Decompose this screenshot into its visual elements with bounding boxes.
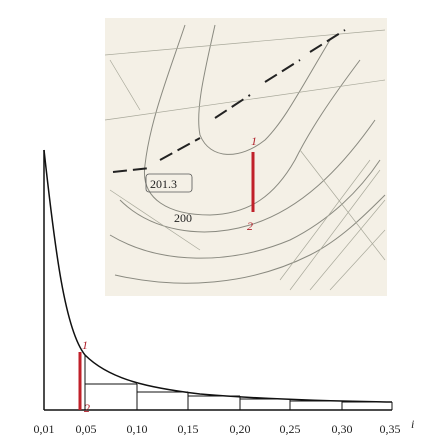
spot-height: 201.3	[150, 177, 177, 191]
x-label: 0,15	[178, 422, 199, 436]
contour	[119, 119, 376, 233]
map-point-2: 2	[247, 219, 253, 233]
contour	[143, 24, 361, 216]
x-label: 0,10	[127, 422, 148, 436]
map-point-1: 1	[251, 134, 257, 148]
graph	[43, 149, 393, 411]
x-axis-label: i	[411, 417, 414, 431]
x-label: 0,05	[76, 422, 97, 436]
x-label: 0,01	[34, 422, 55, 436]
topographic-map: 201.3 200 1 2	[104, 18, 387, 296]
x-label: 0,30	[332, 422, 353, 436]
spot-height-box	[145, 173, 193, 193]
x-label: 0,35	[380, 422, 401, 436]
contour	[109, 159, 381, 259]
steps	[84, 355, 393, 410]
contour	[198, 24, 331, 155]
x-labels: 0,01 0,05 0,10 0,15 0,20 0,25 0,30 0,35	[34, 422, 401, 436]
map-background	[105, 18, 387, 296]
graph-point-2: 2	[84, 401, 90, 415]
road	[112, 29, 346, 173]
contour	[114, 194, 386, 284]
contour-label: 200	[174, 211, 192, 225]
x-label: 0,25	[280, 422, 301, 436]
map-lines	[104, 29, 386, 291]
x-label: 0,20	[230, 422, 251, 436]
graph-point-1: 1	[82, 338, 88, 352]
curve	[43, 149, 393, 403]
